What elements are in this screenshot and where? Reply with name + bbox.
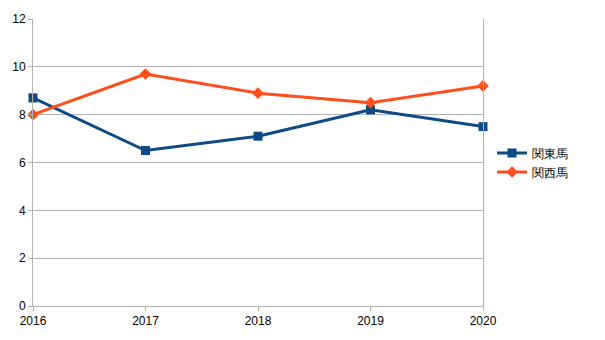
svg-text:2016: 2016	[20, 314, 47, 328]
svg-text:2018: 2018	[245, 314, 272, 328]
svg-text:2020: 2020	[470, 314, 497, 328]
svg-text:10: 10	[12, 60, 26, 74]
svg-text:0: 0	[19, 299, 26, 313]
svg-text:12: 12	[12, 12, 26, 26]
svg-text:8: 8	[19, 108, 26, 122]
svg-text:6: 6	[19, 156, 26, 170]
svg-text:2: 2	[19, 251, 26, 265]
svg-text:4: 4	[19, 204, 26, 218]
svg-text:2019: 2019	[357, 314, 384, 328]
svg-text:2017: 2017	[132, 314, 159, 328]
svg-text:関東馬: 関東馬	[532, 147, 568, 161]
svg-text:関西馬: 関西馬	[532, 166, 568, 180]
